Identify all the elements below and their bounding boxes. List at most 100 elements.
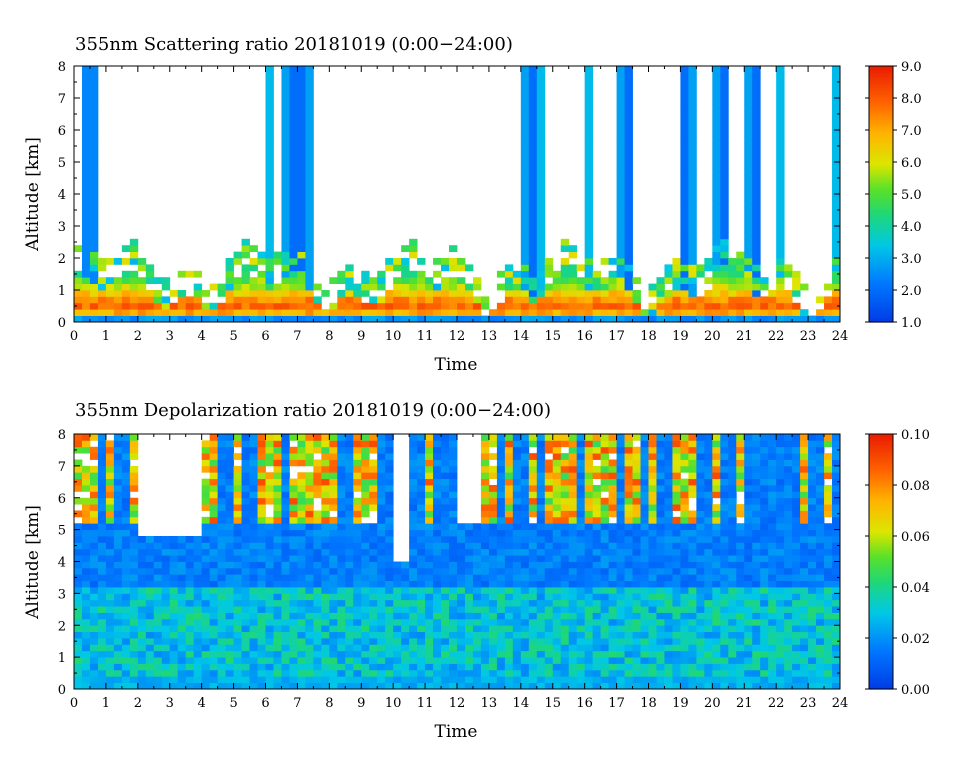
heatmap-cell [736, 264, 745, 272]
heatmap-cell [161, 631, 171, 639]
heatmap-cell [616, 187, 625, 195]
heatmap-cell [672, 536, 681, 543]
heatmap-cell [496, 536, 506, 543]
heatmap-cell [512, 650, 522, 658]
heatmap-cell [249, 290, 258, 297]
heatmap-cell [832, 162, 841, 169]
heatmap-cell [425, 682, 434, 690]
heatmap-cell [273, 536, 282, 543]
heatmap-cell [89, 187, 99, 195]
heatmap-cell [536, 453, 546, 460]
heatmap-cell [560, 504, 570, 511]
heatmap-cell [584, 529, 594, 537]
heatmap-cell [145, 548, 155, 556]
heatmap-cell [113, 663, 123, 671]
heatmap-cell [608, 315, 617, 323]
colorbar-swatch [869, 264, 893, 268]
heatmap-cell [177, 644, 187, 652]
heatmap-cell [241, 536, 250, 543]
heatmap-cell [241, 663, 250, 671]
heatmap-cell [624, 258, 633, 265]
heatmap-cell [297, 264, 306, 272]
heatmap-cell [249, 459, 258, 467]
heatmap-cell [129, 580, 139, 588]
heatmap-cell [169, 309, 179, 316]
heatmap-cell [672, 561, 681, 569]
heatmap-cell [161, 618, 171, 626]
heatmap-cell [361, 302, 370, 310]
heatmap-cell [297, 580, 306, 588]
heatmap-cell [640, 472, 649, 480]
heatmap-cell [169, 290, 179, 297]
heatmap-cell [305, 85, 314, 92]
heatmap-cell [504, 561, 514, 569]
heatmap-cell [385, 606, 394, 613]
heatmap-cell [568, 650, 578, 658]
heatmap-cell [616, 567, 625, 575]
x-tick-label: 3 [166, 329, 174, 344]
heatmap-cell [417, 567, 426, 575]
heatmap-cell [97, 523, 107, 531]
heatmap-cell [536, 440, 546, 448]
heatmap-cell [496, 510, 506, 518]
heatmap-cell [201, 465, 211, 473]
heatmap-cell [425, 309, 434, 316]
heatmap-cell [121, 529, 131, 537]
heatmap-cell [201, 567, 211, 575]
heatmap-cell [433, 459, 442, 467]
heatmap-cell [584, 270, 594, 278]
heatmap-cell [265, 181, 274, 188]
heatmap-cell [313, 542, 322, 550]
heatmap-cell [712, 104, 721, 112]
heatmap-cell [640, 663, 649, 671]
heatmap-cell [768, 669, 777, 677]
heatmap-cell [361, 309, 370, 316]
heatmap-cell [664, 593, 673, 601]
heatmap-cell [337, 465, 346, 473]
heatmap-cell [472, 618, 482, 626]
heatmap-cell [672, 625, 681, 633]
heatmap-cell [225, 657, 234, 664]
heatmap-cell [433, 270, 442, 278]
heatmap-cell [528, 567, 538, 575]
heatmap-cell [528, 599, 538, 607]
colorbar-swatch [869, 179, 893, 182]
heatmap-cell [616, 548, 625, 556]
heatmap-cell [433, 625, 442, 633]
heatmap-cell [648, 561, 657, 569]
heatmap-cell [145, 618, 155, 626]
heatmap-cell [337, 290, 346, 297]
heatmap-cell [281, 206, 290, 214]
heatmap-cell [520, 510, 530, 518]
heatmap-cell [249, 465, 258, 473]
heatmap-cell [784, 309, 793, 316]
heatmap-cell [648, 510, 657, 518]
heatmap-cell [752, 270, 761, 278]
heatmap-cell [129, 612, 139, 620]
heatmap-cell [648, 618, 657, 626]
heatmap-cell [129, 676, 139, 684]
heatmap-cell [81, 149, 91, 156]
heatmap-cell [305, 587, 314, 594]
heatmap-cell [281, 606, 290, 613]
heatmap-cell [321, 612, 330, 620]
heatmap-cell [504, 440, 514, 448]
heatmap-cell [89, 174, 99, 182]
heatmap-cell [712, 130, 721, 137]
heatmap-cell [528, 245, 538, 252]
heatmap-cell [385, 491, 394, 499]
heatmap-cell [520, 187, 530, 195]
heatmap-cell [608, 618, 617, 626]
colorbar-swatch [869, 174, 893, 178]
heatmap-cell [680, 682, 689, 690]
heatmap-cell [568, 491, 578, 499]
heatmap-cell [441, 542, 450, 550]
heatmap-cell [704, 459, 713, 467]
heatmap-cell [449, 631, 458, 639]
heatmap-cell [449, 523, 458, 531]
heatmap-cell [552, 315, 562, 323]
heatmap-cell [201, 631, 211, 639]
heatmap-cell [361, 574, 370, 582]
heatmap-cell [624, 669, 633, 677]
heatmap-cell [217, 497, 227, 505]
